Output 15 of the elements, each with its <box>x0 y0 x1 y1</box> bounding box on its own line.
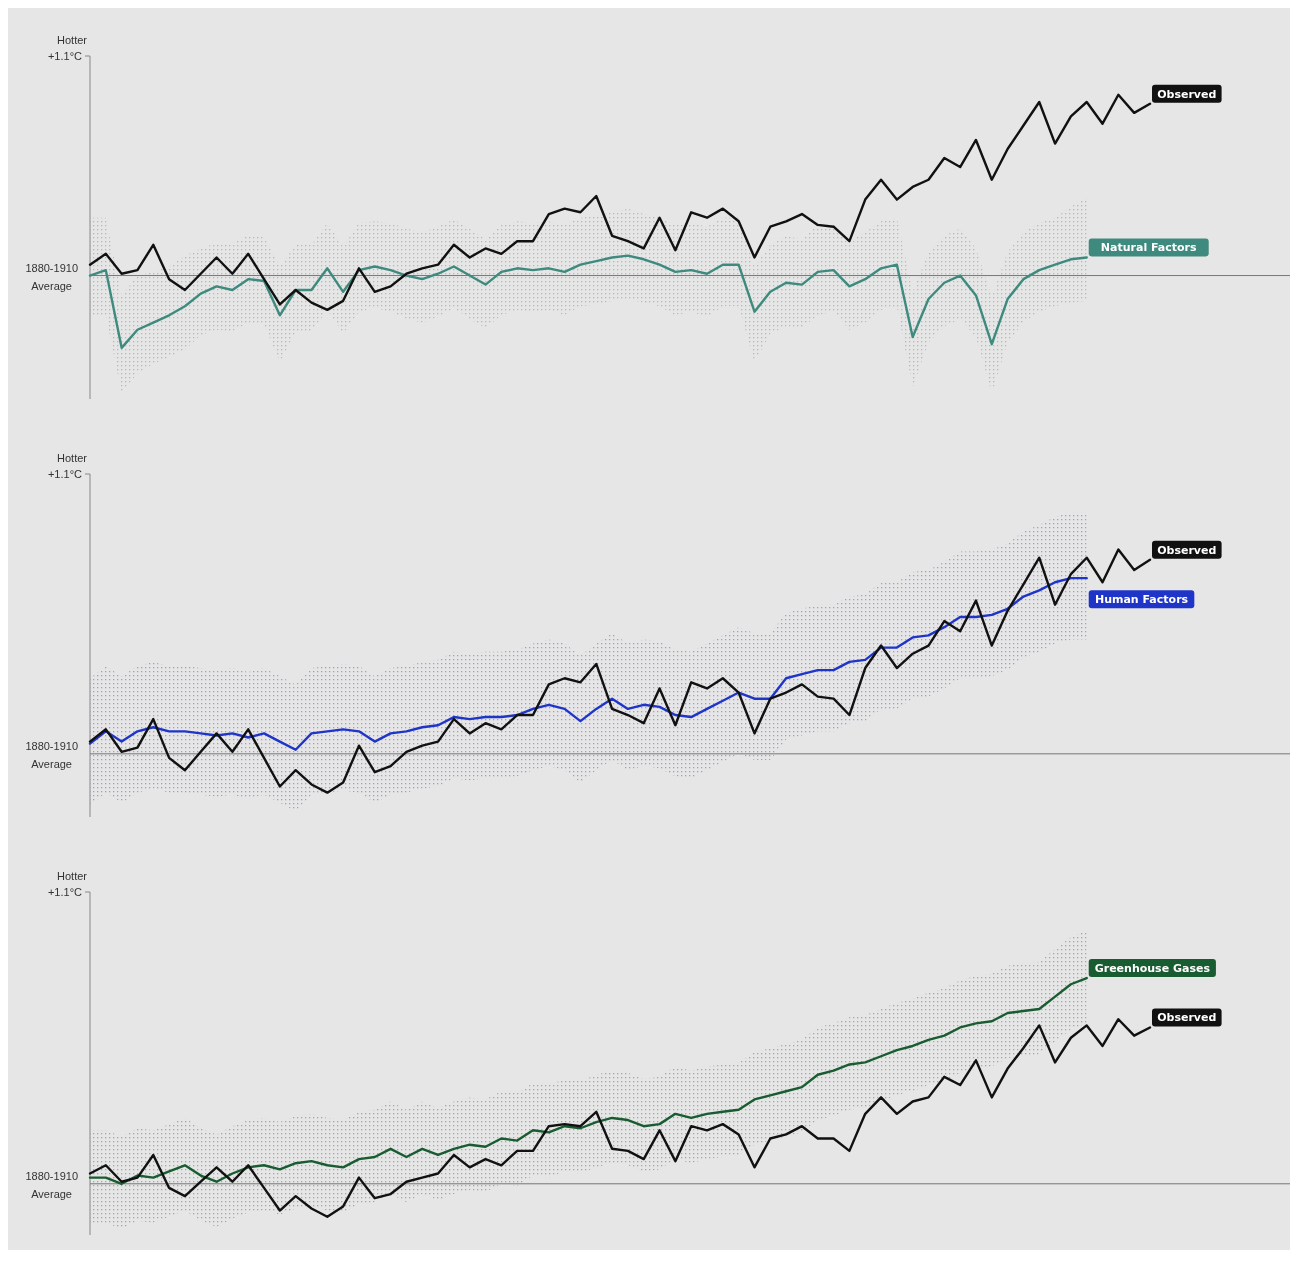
ref-line-label: 1880-1910 Average <box>25 261 78 292</box>
text: +1.1°C <box>47 468 83 480</box>
text: +1.1°C <box>47 50 83 62</box>
ref-line-label: 1880-1910 Average <box>25 1169 78 1200</box>
y-axis-title: Hotter <box>57 452 88 464</box>
y-axis-title: Hotter <box>57 870 88 882</box>
series-label: Greenhouse Gases <box>1094 962 1211 976</box>
series-label: Human Factors <box>1094 593 1189 607</box>
series-label: Observed <box>1157 87 1217 101</box>
series-label: Natural Factors <box>1100 241 1198 255</box>
series-label: Observed <box>1157 543 1217 557</box>
series-label: Observed <box>1157 1011 1217 1025</box>
text: +1.1°C <box>47 886 83 898</box>
ref-line-label: 1880-1910 Average <box>25 739 78 770</box>
y-axis-title: Hotter <box>57 34 88 46</box>
